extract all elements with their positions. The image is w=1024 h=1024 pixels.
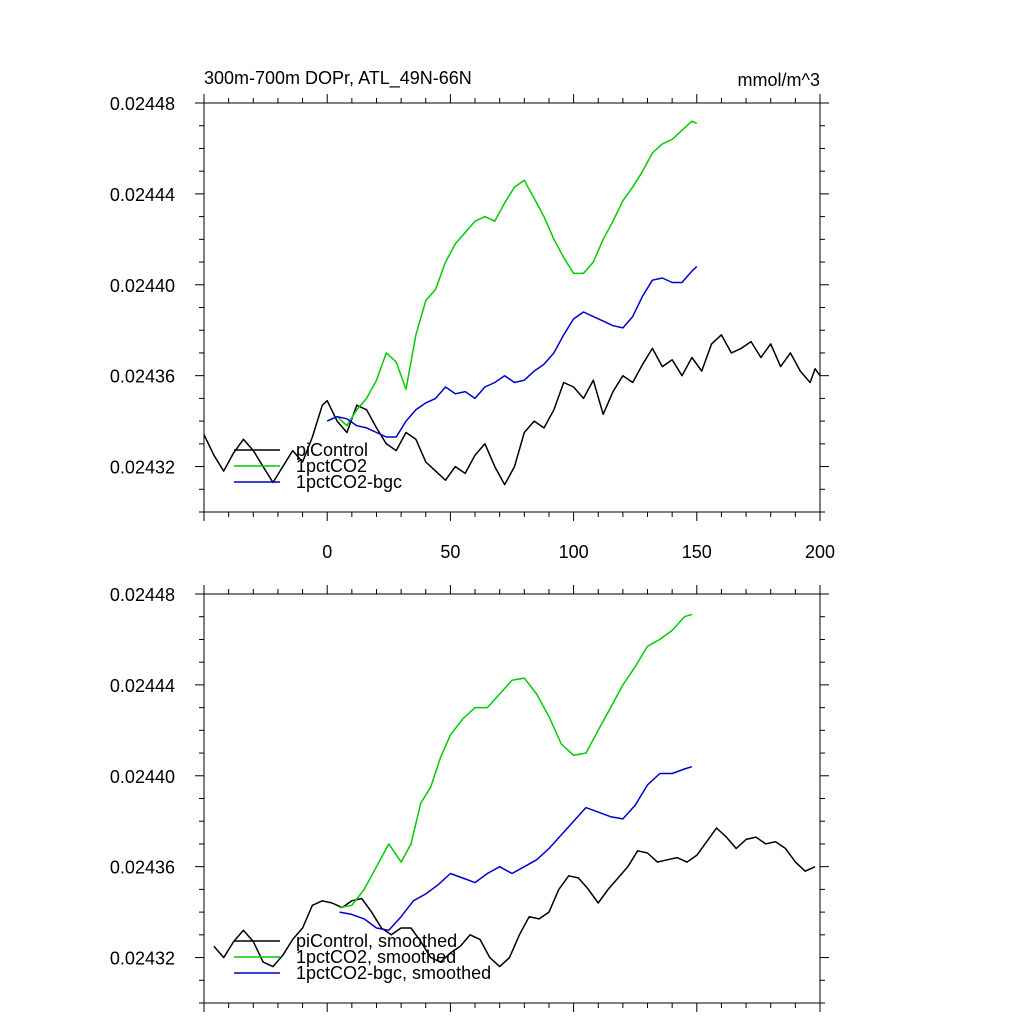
x-tick-label: 0 — [322, 542, 332, 562]
x-tick-label: 150 — [682, 542, 712, 562]
plot-panel-1: 0.02432 0.02436 0.02440 0.02444 0.02448 0 50 10… — [110, 94, 835, 562]
x-tick-label: 100 — [559, 542, 589, 562]
x-tick-label: 200 — [805, 542, 835, 562]
y-tick-label: 0.02444 — [110, 676, 175, 696]
series-line-picontrol-smoothed — [213, 827, 816, 968]
legend-label: piControl — [296, 440, 368, 460]
chart-title: 300m-700m DOPr, ATL_49N-66N — [204, 68, 472, 89]
series-line-1pctco2-smoothed — [339, 613, 693, 909]
series-line-picontrol — [203, 334, 821, 486]
x-tick-label: 50 — [440, 542, 460, 562]
legend-label: piControl, smoothed — [296, 931, 457, 951]
y-tick-label: 0.02440 — [110, 767, 175, 787]
y-tick-label: 0.02436 — [110, 367, 175, 387]
y-tick-label: 0.02444 — [110, 185, 175, 205]
legend-label: 1pctCO2-bgc, smoothed — [296, 963, 491, 983]
y-tick-label: 0.02440 — [110, 276, 175, 296]
y-tick-label: 0.02448 — [110, 585, 175, 605]
series-line-1pctco2 — [326, 120, 698, 427]
legend-label: 1pctCO2 — [296, 456, 367, 476]
series-line-1pctco2-bgc-smoothed — [339, 765, 693, 932]
series-line-1pctco2-bgc — [326, 266, 698, 438]
legend-label: 1pctCO2-bgc — [296, 472, 402, 492]
y-tick-label: 0.02436 — [110, 858, 175, 878]
legend-label: 1pctCO2, smoothed — [296, 947, 456, 967]
y-tick-label: 0.02432 — [110, 458, 175, 478]
y-tick-label: 0.02448 — [110, 94, 175, 114]
units-label: mmol/m^3 — [738, 70, 820, 90]
plot-panel-2: 0.02432 0.02436 0.02440 0.02444 0.02448 piCon… — [110, 585, 829, 1012]
y-tick-label: 0.02432 — [110, 949, 175, 969]
